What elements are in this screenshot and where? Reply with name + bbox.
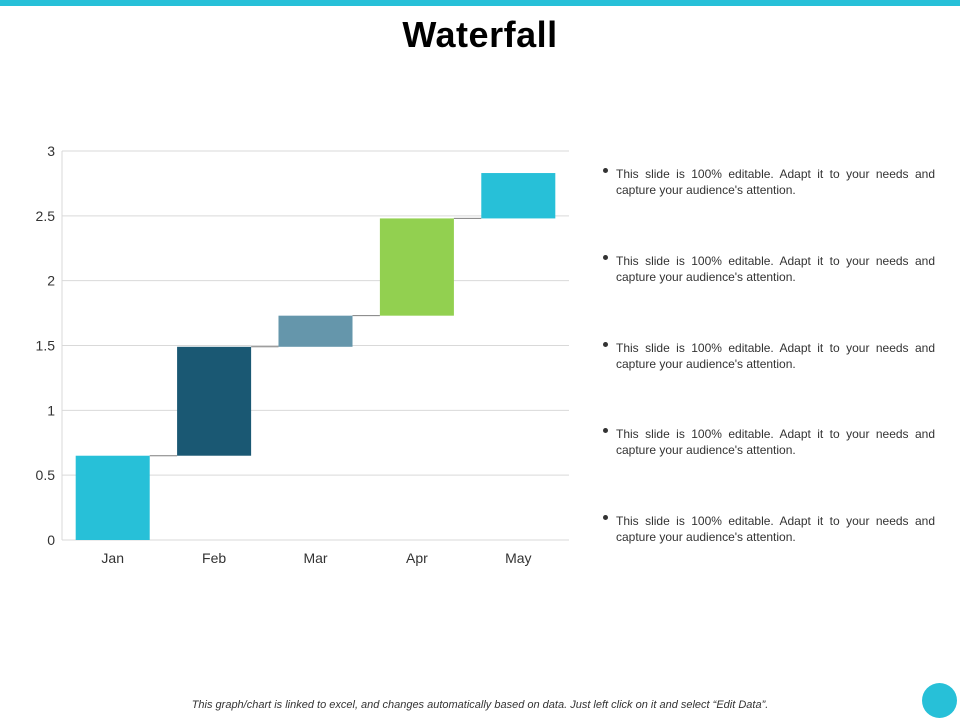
y-tick-label: 0 bbox=[47, 532, 55, 548]
bar-feb[interactable] bbox=[177, 346, 252, 456]
bullet-list: This slide is 100% editable. Adapt it to… bbox=[603, 0, 935, 620]
y-tick-label: 2 bbox=[47, 273, 55, 289]
y-tick-label: 1 bbox=[47, 402, 55, 418]
x-tick-label: Jan bbox=[101, 550, 124, 566]
bullet-text: This slide is 100% editable. Adapt it to… bbox=[616, 427, 935, 457]
bar-apr[interactable] bbox=[379, 218, 454, 316]
corner-circle-icon bbox=[922, 683, 957, 718]
y-tick-label: 0.5 bbox=[36, 467, 56, 483]
y-tick-label: 3 bbox=[47, 143, 55, 159]
bullet-text: This slide is 100% editable. Adapt it to… bbox=[616, 167, 935, 197]
bar-mar[interactable] bbox=[278, 315, 353, 347]
bullet-item: This slide is 100% editable. Adapt it to… bbox=[603, 513, 935, 545]
bullet-text: This slide is 100% editable. Adapt it to… bbox=[616, 341, 935, 371]
bullet-dot-icon bbox=[603, 255, 608, 260]
waterfall-chart[interactable]: 0 0.5 1 1.5 2 2.5 3 Jan Feb Mar Apr May bbox=[0, 0, 600, 620]
bullet-text: This slide is 100% editable. Adapt it to… bbox=[616, 254, 935, 284]
y-tick-label: 1.5 bbox=[36, 338, 56, 354]
bullet-item: This slide is 100% editable. Adapt it to… bbox=[603, 340, 935, 372]
bar-jan[interactable] bbox=[75, 455, 150, 540]
bullet-item: This slide is 100% editable. Adapt it to… bbox=[603, 426, 935, 458]
bullet-item: This slide is 100% editable. Adapt it to… bbox=[603, 253, 935, 285]
bullet-dot-icon bbox=[603, 168, 608, 173]
bullet-dot-icon bbox=[603, 515, 608, 520]
bar-may[interactable] bbox=[481, 173, 556, 219]
x-tick-label: May bbox=[505, 550, 531, 566]
bullet-dot-icon bbox=[603, 428, 608, 433]
x-tick-label: Mar bbox=[303, 550, 327, 566]
x-tick-label: Feb bbox=[202, 550, 226, 566]
x-tick-label: Apr bbox=[406, 550, 428, 566]
top-accent-bar bbox=[0, 0, 960, 6]
bullet-dot-icon bbox=[603, 342, 608, 347]
footer-note: This graph/chart is linked to excel, and… bbox=[191, 699, 769, 711]
y-tick-label: 2.5 bbox=[36, 208, 56, 224]
slide-title: Waterfall bbox=[402, 14, 558, 55]
bullet-item: This slide is 100% editable. Adapt it to… bbox=[603, 166, 935, 198]
bullet-text: This slide is 100% editable. Adapt it to… bbox=[616, 514, 935, 544]
